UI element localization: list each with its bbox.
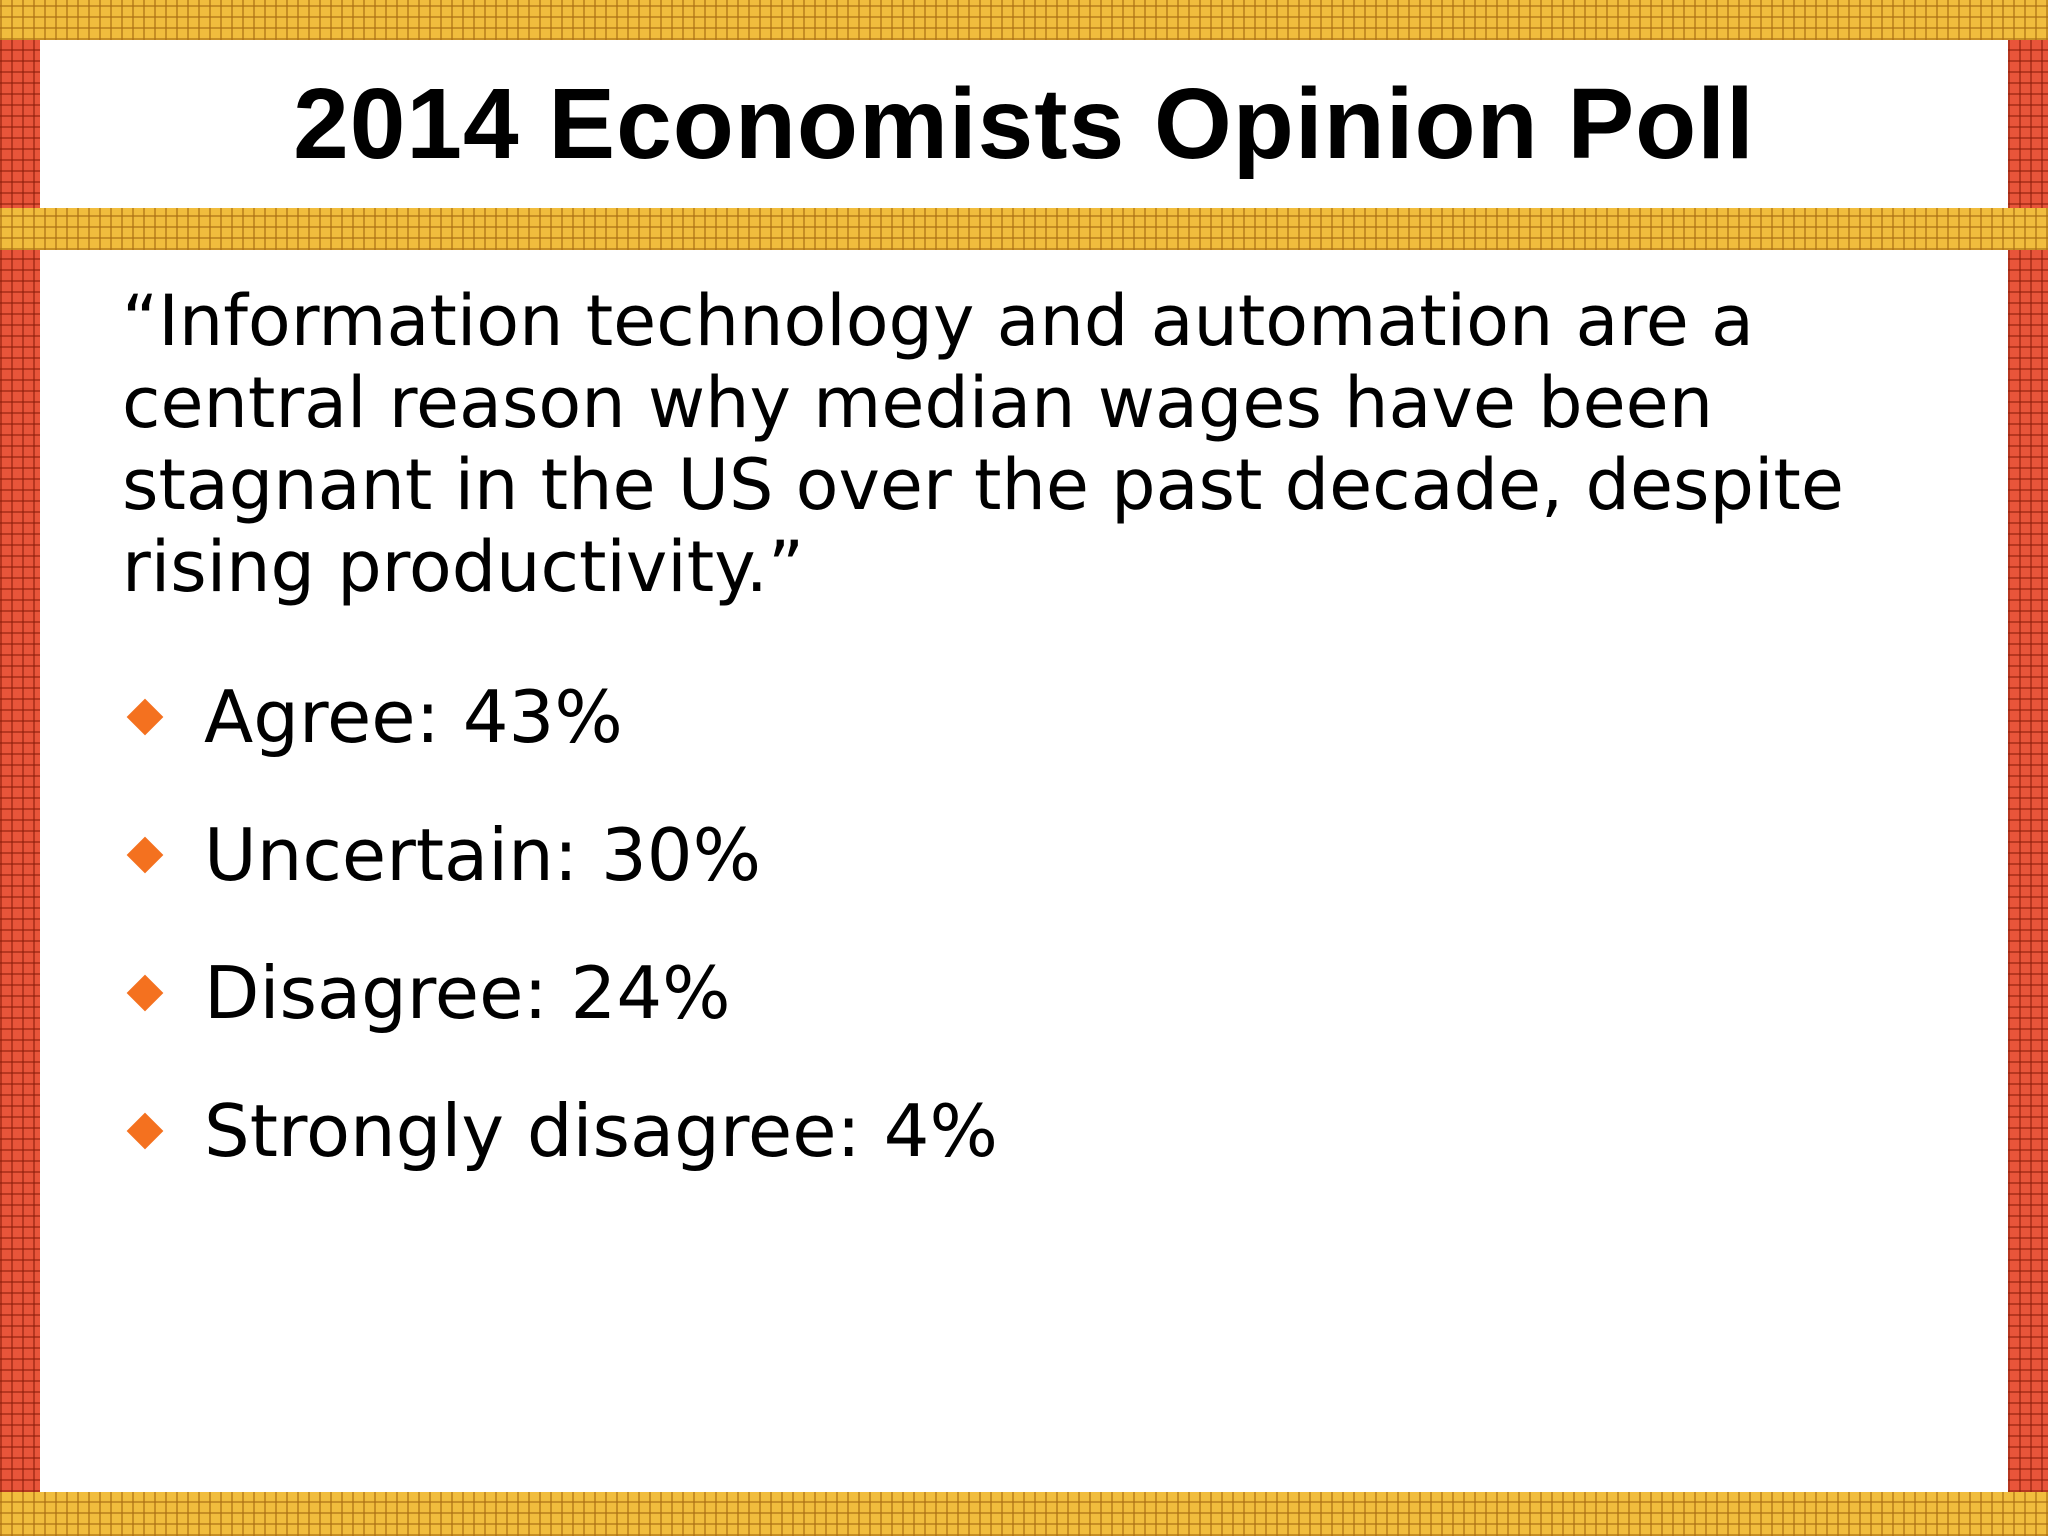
result-label: Agree: 43% (204, 675, 623, 759)
left-border (0, 0, 40, 1536)
list-item-disagree: Disagree: 24% (126, 924, 998, 1062)
results-list: Agree: 43% Uncertain: 30% Disagree: 24% … (126, 648, 998, 1200)
diamond-bullet-icon (126, 836, 164, 874)
result-label: Disagree: 24% (204, 951, 731, 1035)
title-divider-border (0, 208, 2048, 250)
result-label: Strongly disagree: 4% (204, 1089, 998, 1173)
content-area: “Information technology and automation a… (40, 250, 2008, 1492)
diamond-bullet-icon (126, 698, 164, 736)
list-item-uncertain: Uncertain: 30% (126, 786, 998, 924)
list-item-agree: Agree: 43% (126, 648, 998, 786)
poll-quote: “Information technology and automation a… (122, 280, 1844, 608)
list-item-strongly-disagree: Strongly disagree: 4% (126, 1062, 998, 1200)
result-label: Uncertain: 30% (204, 813, 761, 897)
diamond-bullet-icon (126, 974, 164, 1012)
diamond-bullet-icon (126, 1112, 164, 1150)
right-border (2008, 0, 2048, 1536)
title-area: 2014 Economists Opinion Poll (40, 40, 2008, 208)
top-border (0, 0, 2048, 40)
bottom-border (0, 1492, 2048, 1536)
slide-title: 2014 Economists Opinion Poll (293, 67, 1755, 180)
